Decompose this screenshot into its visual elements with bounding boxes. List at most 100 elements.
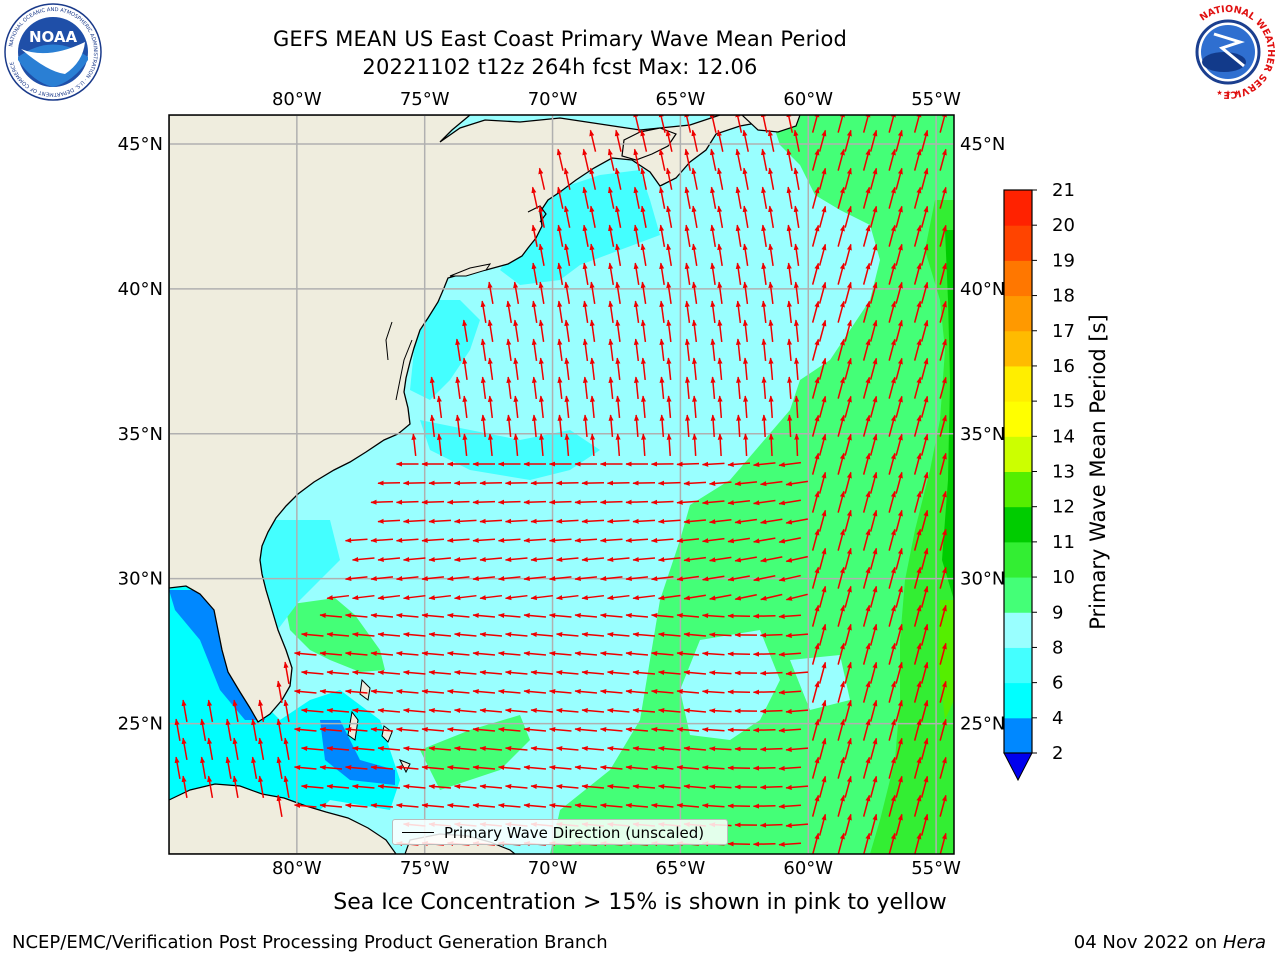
- wave-direction-arrow: [608, 376, 614, 400]
- wave-direction-arrow: [844, 699, 852, 722]
- wave-direction-arrow: [659, 262, 665, 285]
- wave-direction-arrow: [557, 338, 563, 362]
- wave-direction-arrow: [869, 319, 878, 342]
- wave-direction-arrow: [818, 357, 827, 380]
- wave-direction-arrows: [174, 115, 947, 854]
- wave-direction-arrow: [633, 262, 640, 285]
- wave-direction-arrow: [759, 632, 783, 638]
- lat-tick-label-left: 45°N: [118, 134, 163, 155]
- wave-direction-arrow: [251, 718, 258, 741]
- wave-direction-arrow: [844, 281, 852, 304]
- wave-direction-arrow: [606, 632, 630, 638]
- wave-direction-arrow: [276, 756, 283, 779]
- wave-direction-arrow: [530, 670, 554, 676]
- wave-direction-arrow: [691, 357, 697, 381]
- wave-direction-arrow: [913, 148, 922, 171]
- wave-direction-arrow: [818, 205, 827, 228]
- footer-credit: NCEP/EMC/Verification Post Processing Pr…: [12, 932, 608, 953]
- wave-direction-arrow: [574, 613, 598, 619]
- wave-direction-arrow: [581, 708, 605, 714]
- wave-direction-arrow: [582, 338, 589, 362]
- wave-direction-arrow: [632, 632, 656, 638]
- wave-direction-arrow: [895, 623, 903, 646]
- wave-direction-arrow: [811, 642, 820, 665]
- wave-direction-arrow: [701, 727, 725, 733]
- wave-direction-arrow: [615, 205, 622, 228]
- wave-direction-arrow: [895, 129, 903, 152]
- wave-direction-arrow: [428, 670, 452, 676]
- wave-direction-arrow: [428, 594, 452, 601]
- wave-direction-arrow: [913, 300, 922, 323]
- wave-direction-arrow: [768, 205, 775, 228]
- wave-direction-arrow: [837, 115, 845, 133]
- wave-direction-arrow: [863, 832, 871, 854]
- wave-direction-arrow: [778, 651, 802, 657]
- wave-direction-arrow: [794, 357, 800, 381]
- wave-direction-arrow: [666, 205, 673, 228]
- wave-direction-arrow: [888, 338, 896, 361]
- wave-direction-arrow: [497, 537, 521, 543]
- wave-direction-arrow: [778, 613, 802, 619]
- wave-direction-arrow: [625, 689, 649, 695]
- wave-direction-arrow: [752, 462, 776, 468]
- wave-direction-arrow: [811, 148, 820, 171]
- wave-direction-arrow: [633, 224, 640, 247]
- wave-direction-arrow: [665, 167, 673, 190]
- wave-direction-arrow: [717, 395, 723, 419]
- wave-direction-arrow: [548, 613, 572, 619]
- wave-direction-arrow: [181, 699, 188, 722]
- wave-direction-arrow: [599, 765, 623, 771]
- wave-direction-arrow: [574, 765, 598, 771]
- wave-direction-arrow: [446, 613, 470, 619]
- wave-direction-arrow: [650, 537, 674, 543]
- wave-direction-arrow: [743, 433, 749, 457]
- wave-direction-arrow: [402, 594, 426, 601]
- wave-direction-arrow: [760, 115, 768, 133]
- wave-direction-arrow: [735, 186, 742, 209]
- wave-direction-arrow: [862, 604, 871, 627]
- wave-direction-arrow: [735, 224, 742, 247]
- wave-direction-arrow: [462, 433, 468, 457]
- wave-direction-arrow: [538, 395, 544, 419]
- wave-direction-arrow: [453, 784, 477, 790]
- wave-direction-arrow: [563, 205, 571, 228]
- wave-direction-arrow: [574, 727, 598, 733]
- wave-direction-arrow: [606, 708, 630, 714]
- wave-direction-arrow: [319, 727, 343, 733]
- wave-direction-arrow: [555, 746, 579, 752]
- wave-direction-arrow: [606, 556, 630, 562]
- wave-direction-arrow: [743, 357, 749, 381]
- wave-direction-arrow: [530, 708, 554, 714]
- footer-host: Hera: [1222, 932, 1266, 953]
- colorbar-segment: [1004, 295, 1032, 332]
- wave-direction-arrow: [862, 490, 871, 513]
- wave-direction-arrow: [300, 708, 324, 714]
- wave-direction-arrow: [583, 414, 589, 438]
- wave-direction-arrow: [548, 765, 572, 771]
- wave-direction-arrow: [599, 727, 623, 733]
- wave-direction-arrow: [920, 623, 929, 646]
- wave-direction-arrow: [760, 556, 783, 563]
- wave-direction-arrow: [370, 499, 394, 505]
- wave-direction-arrow: [811, 186, 820, 209]
- wave-direction-arrow: [582, 300, 589, 323]
- wave-direction-arrow: [326, 632, 350, 638]
- wave-direction-arrow: [920, 433, 929, 456]
- wave-direction-arrow: [599, 499, 623, 505]
- wave-direction-arrow: [232, 775, 239, 798]
- wave-direction-arrow: [351, 594, 375, 601]
- wave-direction-arrow: [641, 433, 647, 457]
- wave-direction-arrow: [742, 281, 749, 305]
- wave-direction-arrow: [895, 509, 903, 532]
- wave-direction-arrow: [684, 300, 691, 324]
- lon-tick-label-bottom: 75°W: [400, 858, 450, 879]
- lon-tick-label-bottom: 55°W: [911, 858, 961, 879]
- colorbar-tick-label: 14: [1052, 426, 1075, 447]
- wave-direction-arrow: [939, 528, 947, 551]
- wave-direction-arrow: [895, 775, 903, 798]
- bahamas-islands: [347, 678, 411, 774]
- wave-direction-arrow: [428, 518, 452, 524]
- chesapeake-bay: [385, 321, 413, 401]
- wave-direction-arrow: [589, 167, 597, 190]
- wave-direction-arrow: [472, 803, 496, 809]
